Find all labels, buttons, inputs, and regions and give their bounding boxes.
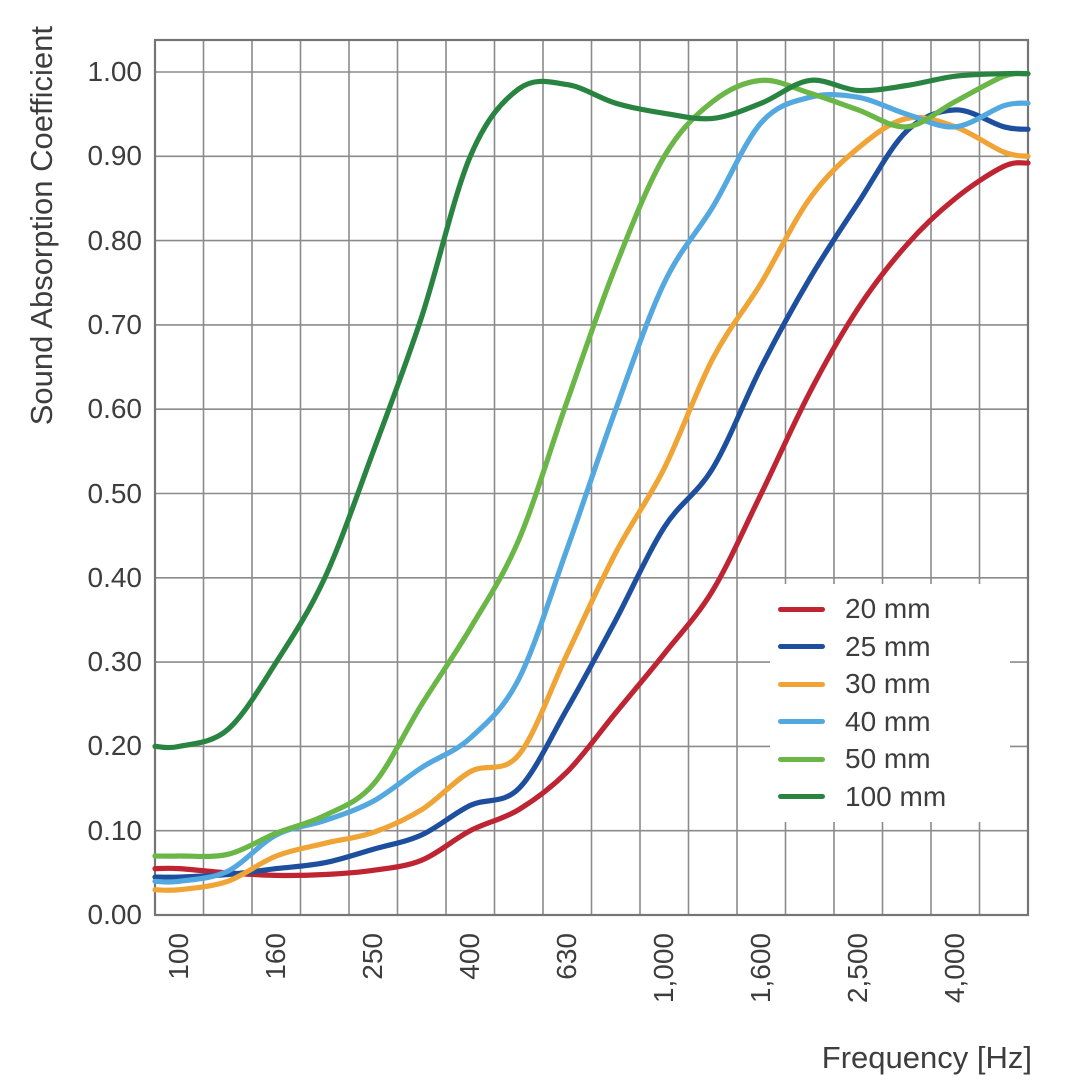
y-tick-label: 0.40	[87, 561, 143, 593]
y-tick-label: 0.70	[87, 308, 143, 340]
x-tick-label: 250	[357, 933, 389, 980]
x-tick-label: 1,000	[648, 933, 680, 1004]
y-tick-label: 0.00	[87, 899, 143, 930]
legend-swatch-icon	[778, 681, 825, 687]
series-line-20mm	[152, 160, 1031, 879]
legend-label: 40 mm	[845, 705, 931, 737]
legend-label: 50 mm	[845, 743, 931, 775]
legend-swatch-icon	[778, 719, 825, 725]
legend-swatch-icon	[778, 606, 825, 612]
legend: 20 mm 25 mm 30 mm 40 mm 50 mm 100 mm	[770, 584, 1010, 822]
y-tick-label: 0.20	[87, 730, 143, 762]
legend-item-50mm: 50 mm	[770, 743, 1010, 775]
x-tick-label: 630	[551, 933, 583, 980]
series-line-100mm	[152, 70, 1031, 751]
legend-item-100mm: 100 mm	[770, 780, 1010, 812]
legend-swatch-icon	[778, 644, 825, 650]
x-tick-label: 160	[260, 933, 292, 980]
x-tick-label: 2,500	[842, 933, 874, 1004]
legend-item-30mm: 30 mm	[770, 668, 1010, 700]
legend-item-20mm: 20 mm	[770, 593, 1010, 624]
legend-item-40mm: 40 mm	[770, 705, 1010, 737]
legend-label: 25 mm	[845, 630, 931, 662]
y-tick-label: 0.60	[87, 393, 143, 425]
x-tick-label: 4,000	[939, 933, 971, 1004]
legend-label: 30 mm	[845, 668, 931, 700]
series-line-25mm	[152, 107, 1031, 880]
legend-swatch-icon	[778, 756, 825, 762]
x-tick-label: 100	[163, 933, 195, 980]
y-tick-label: 0.90	[87, 140, 143, 172]
legend-label: 100 mm	[845, 780, 947, 812]
y-tick-label: 0.80	[87, 224, 143, 256]
series-line-50mm	[152, 70, 1031, 860]
y-tick-label: 0.10	[87, 814, 143, 846]
x-tick-label: 400	[454, 933, 486, 980]
y-tick-label: 0.30	[87, 646, 143, 678]
x-axis-title: Frequency [Hz]	[821, 1040, 1032, 1075]
y-tick-label: 1.00	[87, 56, 143, 87]
legend-item-25mm: 25 mm	[770, 630, 1010, 662]
legend-label: 20 mm	[845, 593, 931, 624]
y-axis-title: Sound Absorption Coefficient	[24, 26, 59, 426]
x-tick-label: 1,600	[745, 933, 777, 1004]
series-line-30mm	[152, 114, 1031, 893]
y-tick-label: 0.50	[87, 477, 143, 509]
legend-swatch-icon	[778, 794, 825, 800]
plot-frame	[153, 38, 1030, 917]
